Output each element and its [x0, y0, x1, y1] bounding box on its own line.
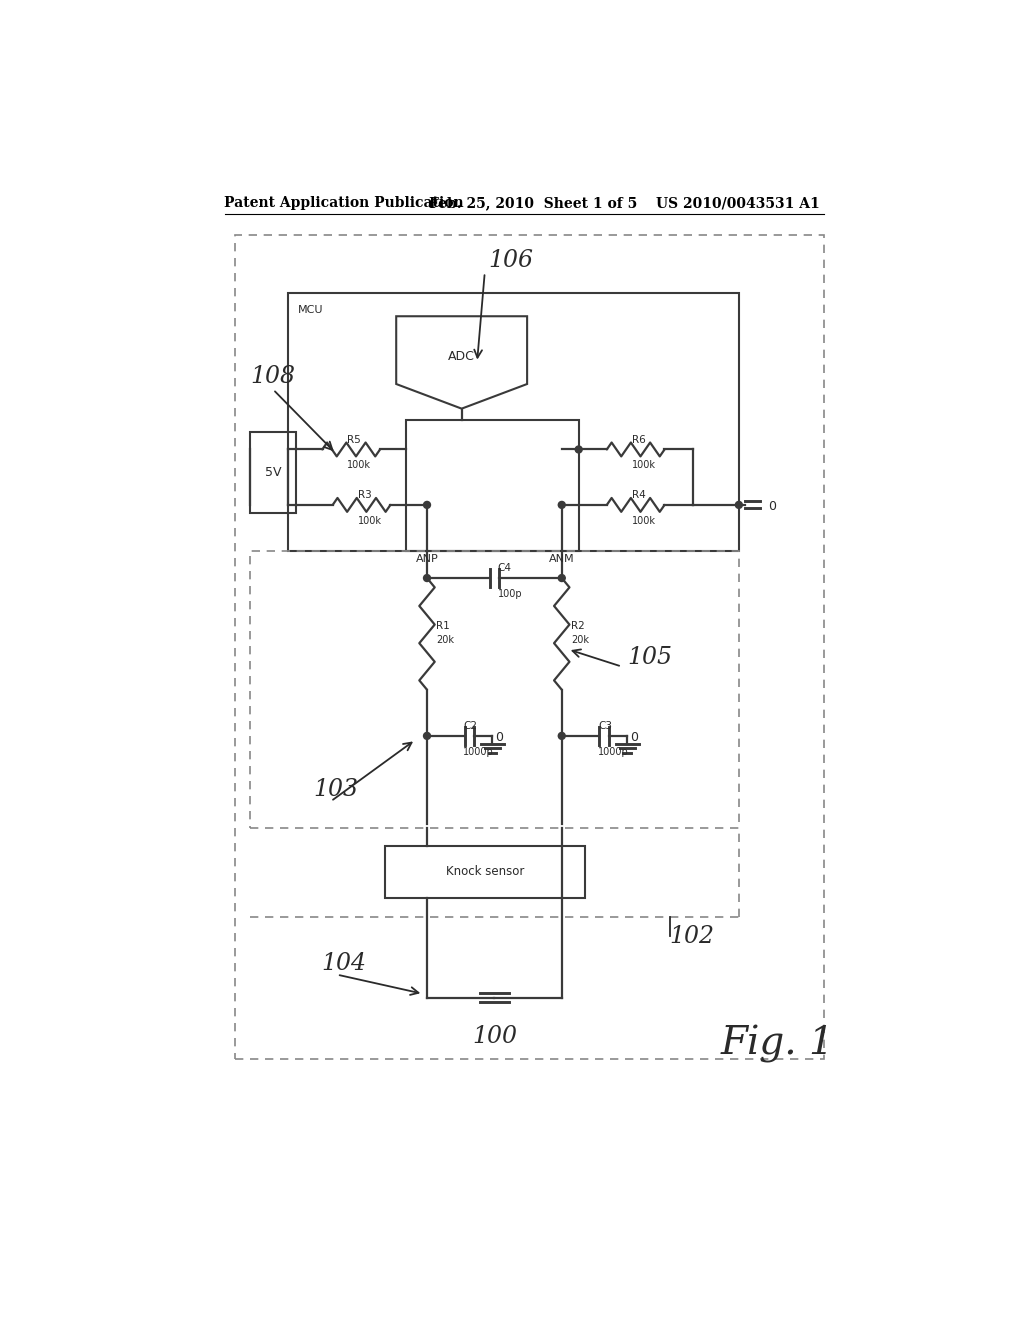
Text: 100k: 100k — [357, 516, 382, 525]
Text: 102: 102 — [670, 924, 715, 948]
Text: 1000p: 1000p — [463, 747, 494, 756]
Text: R5: R5 — [347, 434, 361, 445]
Text: 20k: 20k — [571, 635, 589, 645]
Bar — [385, 846, 585, 898]
Bar — [407, 420, 579, 552]
Text: 104: 104 — [322, 952, 367, 974]
Text: 1000p: 1000p — [598, 747, 629, 756]
Text: R1: R1 — [436, 622, 450, 631]
Text: C3: C3 — [598, 721, 612, 731]
Text: 103: 103 — [313, 779, 358, 801]
Circle shape — [424, 733, 430, 739]
Text: 0: 0 — [631, 731, 638, 744]
Circle shape — [735, 502, 742, 508]
Circle shape — [424, 502, 430, 508]
Bar — [250, 552, 739, 829]
Bar — [250, 432, 296, 512]
Text: R3: R3 — [357, 490, 372, 500]
Text: R6: R6 — [632, 434, 645, 445]
Text: Fig. 1: Fig. 1 — [721, 1024, 835, 1063]
Text: Feb. 25, 2010  Sheet 1 of 5: Feb. 25, 2010 Sheet 1 of 5 — [429, 197, 638, 210]
Text: US 2010/0043531 A1: US 2010/0043531 A1 — [655, 197, 819, 210]
Text: 100k: 100k — [632, 461, 655, 470]
Text: 106: 106 — [488, 249, 534, 272]
Text: ADC: ADC — [449, 350, 475, 363]
Text: 105: 105 — [628, 645, 672, 669]
Text: 100k: 100k — [632, 516, 655, 525]
Text: 0: 0 — [496, 731, 504, 744]
Text: C4: C4 — [498, 564, 511, 573]
Text: Knock sensor: Knock sensor — [445, 866, 524, 878]
Circle shape — [558, 733, 565, 739]
Text: 20k: 20k — [436, 635, 455, 645]
Text: 100k: 100k — [347, 461, 372, 470]
Text: MCU: MCU — [298, 305, 324, 315]
Circle shape — [424, 574, 430, 582]
Bar — [234, 235, 823, 1059]
Text: 108: 108 — [250, 364, 295, 388]
Circle shape — [558, 502, 565, 508]
Bar — [289, 293, 739, 552]
Text: ANM: ANM — [549, 554, 574, 564]
Text: 0: 0 — [768, 500, 776, 513]
Circle shape — [558, 574, 565, 582]
Text: R4: R4 — [632, 490, 645, 500]
Text: 5V: 5V — [265, 466, 282, 479]
Text: 100: 100 — [472, 1024, 517, 1048]
Text: ANP: ANP — [416, 554, 438, 564]
Text: C2: C2 — [463, 721, 477, 731]
Text: 100p: 100p — [498, 589, 522, 599]
Circle shape — [575, 446, 583, 453]
Text: R2: R2 — [571, 622, 585, 631]
Text: Patent Application Publication: Patent Application Publication — [224, 197, 464, 210]
